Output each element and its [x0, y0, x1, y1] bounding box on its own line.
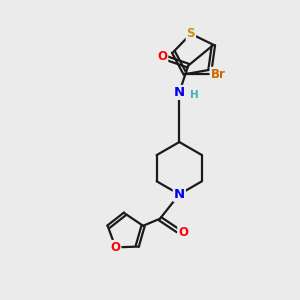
- Text: H: H: [190, 90, 199, 100]
- Text: S: S: [187, 27, 195, 40]
- Text: N: N: [174, 86, 185, 99]
- Text: Br: Br: [211, 68, 225, 81]
- Text: N: N: [174, 188, 185, 201]
- Text: O: O: [158, 50, 167, 63]
- Text: O: O: [110, 241, 121, 254]
- Text: O: O: [178, 226, 188, 238]
